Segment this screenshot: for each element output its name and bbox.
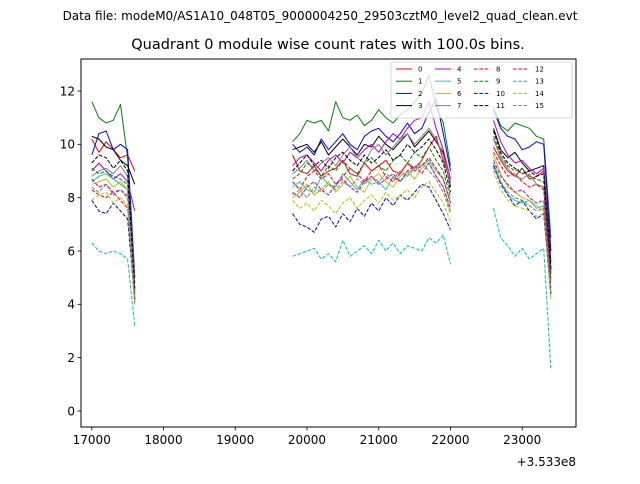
x-tick-label: 23000 xyxy=(503,433,541,447)
y-tick-label: 6 xyxy=(67,244,75,258)
y-tick-label: 8 xyxy=(67,191,75,205)
series-6 xyxy=(91,154,552,300)
x-tick-label: 20000 xyxy=(288,433,326,447)
series-15-line-0 xyxy=(91,183,136,297)
legend-label-12: 12 xyxy=(535,66,544,74)
legend-label-0: 0 xyxy=(418,66,422,74)
plot-area xyxy=(91,74,552,369)
series-8-line-2 xyxy=(493,152,552,278)
y-tick-label: 12 xyxy=(60,84,75,98)
series-3 xyxy=(91,128,552,262)
legend-label-6: 6 xyxy=(457,90,462,98)
series-12-line-0 xyxy=(91,178,136,302)
x-tick-label: 19000 xyxy=(216,433,254,447)
series-3-line-2 xyxy=(493,128,552,262)
series-11-line-2 xyxy=(493,130,552,270)
series-9-line-2 xyxy=(493,136,552,276)
series-9-line-1 xyxy=(292,146,451,198)
series-5-line-1 xyxy=(292,159,451,204)
figure-suptitle: Data file: modeM0/AS1A10_048T05_90000042… xyxy=(63,9,578,23)
series-6-line-2 xyxy=(493,154,552,300)
legend-label-14: 14 xyxy=(535,90,544,98)
series-9-line-0 xyxy=(91,167,136,294)
y-axis: 0 2 4 6 8 10 12 xyxy=(60,84,81,418)
series-2-line-1 xyxy=(292,98,451,172)
x-tick-label: 17000 xyxy=(73,433,111,447)
series-14-line-1 xyxy=(292,181,451,222)
legend-label-7: 7 xyxy=(457,102,461,110)
series-10 xyxy=(91,165,552,300)
series-11-line-0 xyxy=(91,154,136,289)
series-9 xyxy=(91,136,552,294)
series-7 xyxy=(91,127,552,284)
series-14 xyxy=(91,170,552,305)
legend-label-1: 1 xyxy=(418,78,422,86)
series-13-line-1 xyxy=(292,234,451,265)
legend-label-11: 11 xyxy=(496,102,505,110)
series-13-line-2 xyxy=(493,208,552,369)
series-3-line-0 xyxy=(91,135,136,185)
legend-label-3: 3 xyxy=(418,102,422,110)
legend-label-2: 2 xyxy=(418,90,422,98)
series-7-line-2 xyxy=(493,138,552,281)
series-0-line-1 xyxy=(292,135,451,182)
chart-title: Quadrant 0 module wise count rates with … xyxy=(131,37,525,53)
legend-frame xyxy=(390,61,573,119)
legend-label-15: 15 xyxy=(535,102,544,110)
x-tick-label: 18000 xyxy=(144,433,182,447)
series-12-line-1 xyxy=(292,162,451,209)
x-tick-label: 22000 xyxy=(431,433,469,447)
series-13 xyxy=(91,208,552,369)
series-0 xyxy=(91,135,552,273)
series-3-line-1 xyxy=(292,130,451,188)
series-1-line-2 xyxy=(493,106,552,238)
series-11-line-1 xyxy=(292,138,451,193)
series-15-line-2 xyxy=(493,168,552,289)
series-2-line-2 xyxy=(493,109,552,252)
series-4-line-2 xyxy=(493,120,552,268)
series-15 xyxy=(91,162,552,297)
series-14-line-2 xyxy=(493,170,552,297)
x-axis-offset-label: +3.533e8 xyxy=(517,455,576,469)
y-tick-label: 2 xyxy=(67,351,75,365)
series-13-line-0 xyxy=(91,242,136,326)
series-12 xyxy=(91,160,552,302)
legend-label-8: 8 xyxy=(496,66,500,74)
series-2 xyxy=(91,98,552,278)
series-15-line-1 xyxy=(292,162,451,214)
x-tick-label: 21000 xyxy=(360,433,398,447)
y-tick-label: 0 xyxy=(67,404,75,418)
y-tick-label: 10 xyxy=(60,138,75,152)
series-7-line-1 xyxy=(292,127,451,185)
series-14-line-0 xyxy=(91,191,136,305)
series-8 xyxy=(91,152,552,305)
series-6-line-0 xyxy=(91,178,136,300)
series-8-line-1 xyxy=(292,157,451,204)
plot-frame xyxy=(80,58,577,428)
series-4 xyxy=(91,101,552,268)
legend-label-9: 9 xyxy=(496,78,500,86)
series-6-line-1 xyxy=(292,162,451,212)
x-axis: 17000 18000 19000 20000 21000 22000 23000 xyxy=(73,427,541,447)
series-12-line-2 xyxy=(493,160,552,286)
series-5 xyxy=(91,159,552,305)
series-5-line-2 xyxy=(493,162,552,292)
series-11 xyxy=(91,130,552,289)
legend-label-5: 5 xyxy=(457,78,461,86)
y-tick-label: 4 xyxy=(67,298,75,312)
legend-label-13: 13 xyxy=(535,78,544,86)
legend-label-4: 4 xyxy=(457,66,462,74)
legend-label-10: 10 xyxy=(496,90,505,98)
